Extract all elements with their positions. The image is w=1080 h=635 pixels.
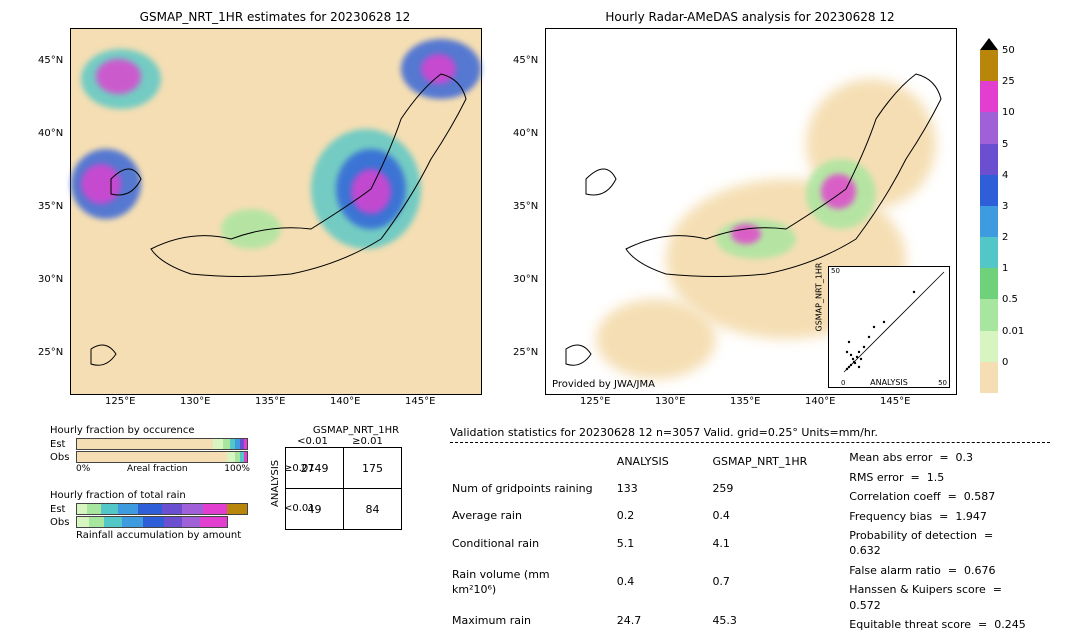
colorbar: 502510543210.50.010 bbox=[980, 38, 998, 393]
scatter-inset: ANALYSIS GSMAP_NRT_1HR 0 50 50 bbox=[828, 266, 950, 388]
coastline-left bbox=[71, 29, 481, 394]
totalrain-bars: Hourly fraction of total rain Est Obs Ra… bbox=[50, 490, 250, 543]
stats-right-table: Mean abs error = 0.3RMS error = 1.5Corre… bbox=[847, 447, 1050, 635]
svg-text:ANALYSIS: ANALYSIS bbox=[870, 378, 908, 387]
right-map-title: Hourly Radar-AMeDAS analysis for 2023062… bbox=[545, 10, 955, 24]
figure: GSMAP_NRT_1HR estimates for 20230628 12 … bbox=[10, 10, 1070, 602]
validation-stats: Validation statistics for 20230628 12 n=… bbox=[450, 425, 1050, 635]
contingency-table: GSMAP_NRT_1HR ANALYSIS <0.01 ≥0.01 27491… bbox=[270, 425, 402, 530]
left-map-title: GSMAP_NRT_1HR estimates for 20230628 12 bbox=[70, 10, 480, 24]
right-map: Provided by JWA/JMA ANALYSIS GSMAP_NRT_1… bbox=[545, 28, 957, 395]
scatter-ylabel: GSMAP_NRT_1HR bbox=[815, 263, 824, 332]
map-credit: Provided by JWA/JMA bbox=[552, 379, 655, 390]
occurrence-bars: Hourly fraction by occurence Est Obs 0% … bbox=[50, 425, 250, 474]
stats-left-table: ANALYSIS GSMAP_NRT_1HR Num of gridpoints… bbox=[450, 447, 827, 635]
left-map bbox=[70, 28, 482, 395]
